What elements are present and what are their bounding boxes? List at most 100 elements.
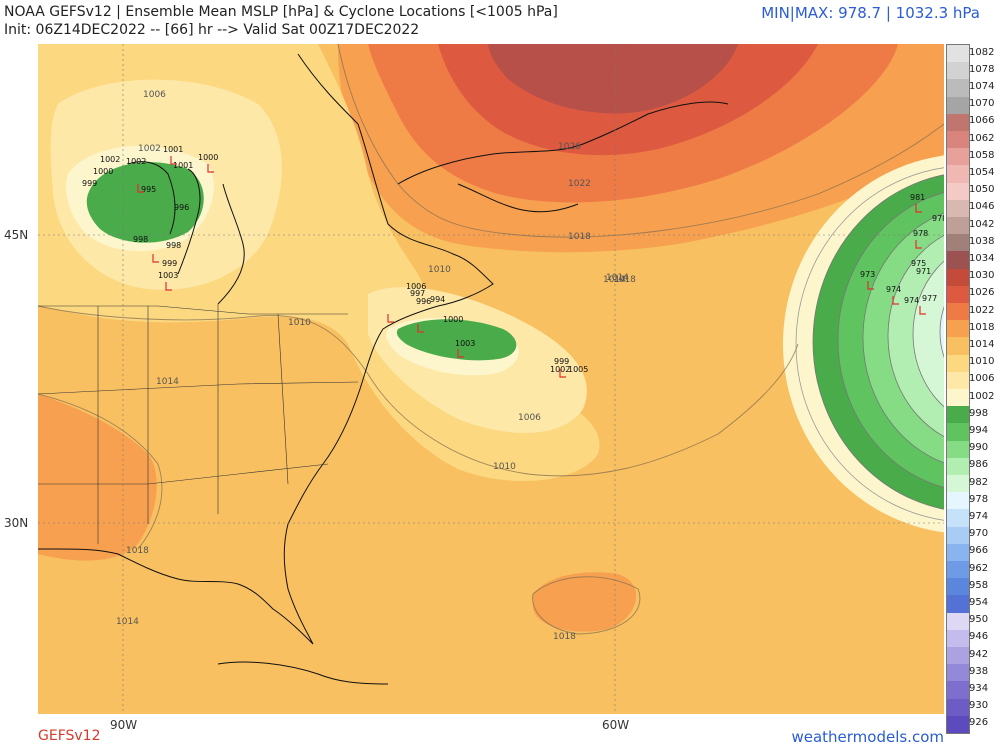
cyclone-label: 1000 bbox=[443, 315, 463, 324]
isobar-label: 1002 bbox=[138, 144, 161, 154]
cyclone-label: 1000 bbox=[198, 153, 218, 162]
pressure-map: 1026 1022 1018 1014 1010 1006 1002 1010 … bbox=[38, 44, 944, 714]
colorbar-swatch bbox=[947, 320, 969, 338]
pressure-fill-1018-atlantic bbox=[533, 572, 637, 632]
isobar-label: 1018 bbox=[568, 232, 591, 242]
colorbar-label: 1026 bbox=[969, 287, 995, 299]
colorbar-swatch bbox=[947, 475, 969, 493]
low-marker-icon bbox=[137, 184, 144, 193]
colorbar-label: 1014 bbox=[969, 339, 995, 350]
low-marker-icon bbox=[867, 281, 874, 290]
state-borders bbox=[38, 304, 359, 544]
colorbar-label: 1006 bbox=[969, 373, 995, 385]
colorbar-label: 962 bbox=[969, 562, 989, 574]
caribbean-islands bbox=[217, 661, 389, 685]
cyclone-label: 1003 bbox=[455, 339, 475, 348]
low-marker-icon bbox=[207, 164, 214, 173]
coastlines bbox=[38, 53, 729, 645]
low-fill-great-lakes bbox=[86, 162, 204, 243]
colorbar-label: 986 bbox=[969, 459, 989, 471]
colorbar-label: 934 bbox=[969, 683, 989, 694]
model-label: GEFSv12 bbox=[38, 728, 101, 744]
cyclone-label-group-atlantic: 981 978 978 973 975 971 974 974 977 bbox=[860, 193, 944, 305]
isobar-label: 1022 bbox=[568, 179, 591, 189]
colorbar-label: 982 bbox=[969, 476, 989, 488]
isobar-label: 1010 bbox=[288, 318, 311, 328]
colorbar-swatch bbox=[947, 62, 969, 80]
colorbar-swatch bbox=[947, 440, 969, 459]
low-marker-icon bbox=[387, 314, 394, 323]
colorbar-swatch bbox=[947, 217, 969, 235]
cyclone-label: 999 bbox=[82, 179, 97, 188]
isobar-label: 1018 bbox=[126, 546, 149, 556]
cyclone-label-group-mid-atlantic: 1006 997 996 994 1000 1003 bbox=[406, 282, 475, 348]
colorbar-label: 1078 bbox=[969, 63, 995, 75]
low-marker-icon bbox=[892, 296, 899, 305]
isobar-lines bbox=[38, 44, 944, 635]
colorbar-swatch bbox=[947, 423, 969, 442]
colorbar-swatch bbox=[947, 578, 969, 596]
low-marker-icon bbox=[457, 349, 464, 358]
cyclone-label: 998 bbox=[133, 235, 148, 244]
isobar-label: 1010 bbox=[493, 462, 516, 472]
cyclone-label: 996 bbox=[416, 297, 431, 306]
lon-label-90w: 90W bbox=[110, 718, 138, 732]
colorbar-swatch bbox=[947, 457, 969, 476]
colorbar-label: 1074 bbox=[969, 81, 995, 92]
colorbar bbox=[946, 44, 970, 734]
isobar-label: 1010 bbox=[428, 265, 451, 275]
cyclone-label: 1001 bbox=[173, 161, 193, 170]
colorbar-label: 938 bbox=[969, 665, 989, 677]
colorbar-label: 930 bbox=[969, 700, 989, 712]
colorbar-swatch bbox=[947, 492, 969, 510]
isobar-label: 1014 bbox=[156, 377, 179, 387]
colorbar-swatch bbox=[947, 526, 969, 545]
low-marker-icon bbox=[165, 282, 172, 291]
lon-label-60w: 60W bbox=[602, 718, 630, 732]
lat-label-45n: 45N bbox=[4, 228, 29, 242]
colorbar-label: 1062 bbox=[969, 132, 995, 144]
cyclone-markers: 1002 1001 1000 1002 1001 999 1000 998 99… bbox=[82, 145, 944, 378]
colorbar-swatch bbox=[947, 698, 969, 717]
colorbar-label: 958 bbox=[969, 579, 989, 591]
low-fill-mid-atlantic bbox=[396, 319, 517, 361]
cyclone-label: 1002 bbox=[100, 155, 120, 164]
lat-label-30n: 30N bbox=[4, 516, 29, 530]
colorbar-label: 1054 bbox=[969, 167, 995, 178]
isobar-label: 1018 bbox=[613, 275, 636, 285]
colorbar-swatch bbox=[947, 629, 969, 648]
cyclone-label: 996 bbox=[174, 203, 189, 212]
colorbar-label: 1066 bbox=[969, 115, 995, 127]
colorbar-swatch bbox=[947, 79, 969, 98]
colorbar-label: 954 bbox=[969, 597, 989, 608]
colorbar-label: 1034 bbox=[969, 253, 995, 264]
site-link[interactable]: weathermodels.com bbox=[791, 728, 944, 746]
colorbar-swatch bbox=[947, 285, 969, 304]
cyclone-label: 1005 bbox=[568, 365, 588, 374]
colorbar-label: 1018 bbox=[969, 321, 995, 333]
colorbar-swatch bbox=[947, 612, 969, 631]
colorbar-label: 946 bbox=[969, 631, 989, 643]
colorbar-swatch bbox=[947, 148, 969, 166]
colorbar-swatch bbox=[947, 509, 969, 528]
colorbar-label: 1046 bbox=[969, 201, 995, 213]
colorbar-swatch bbox=[947, 371, 969, 390]
cyclone-label: 978 bbox=[932, 214, 944, 223]
colorbar-label: 994 bbox=[969, 425, 989, 436]
min-max-readout: MIN|MAX: 978.7 | 1032.3 hPa bbox=[761, 4, 980, 22]
colorbar-swatch bbox=[947, 681, 969, 700]
colorbar-label: 1070 bbox=[969, 98, 995, 110]
chart-title: NOAA GEFSv12 | Ensemble Mean MSLP [hPa] … bbox=[4, 4, 558, 20]
colorbar-label: 1002 bbox=[969, 390, 995, 402]
isobar-label: 1018 bbox=[553, 632, 576, 642]
colorbar-label: 978 bbox=[969, 493, 989, 505]
cyclone-label: 974 bbox=[904, 296, 919, 305]
colorbar-label: 998 bbox=[969, 407, 989, 419]
isobar-label: 1006 bbox=[143, 90, 166, 100]
cyclone-label: 999 bbox=[554, 357, 569, 366]
isobar-label: 1014 bbox=[606, 273, 629, 283]
colorbar-swatch bbox=[947, 303, 969, 321]
colorbar-label: 950 bbox=[969, 614, 989, 626]
colorbar-label: 942 bbox=[969, 648, 989, 660]
cyclone-label: 975 bbox=[911, 259, 926, 268]
